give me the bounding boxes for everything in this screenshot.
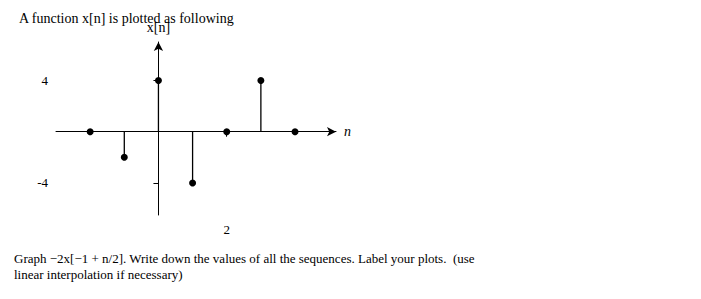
svg-text:A function x[n] is plotted as: A function x[n] is plotted as following xyxy=(19,11,234,26)
svg-text:linear interpolation if necess: linear interpolation if necessary) xyxy=(14,267,183,282)
svg-text:-4: -4 xyxy=(37,175,48,190)
svg-text:2: 2 xyxy=(223,222,230,237)
svg-text:n: n xyxy=(344,124,351,139)
svg-text:4: 4 xyxy=(42,73,49,88)
svg-text:x[n]: x[n] xyxy=(146,19,171,35)
svg-text:Graph −2x[−1 + n/2]. Write dow: Graph −2x[−1 + n/2]. Write down the valu… xyxy=(14,251,475,266)
